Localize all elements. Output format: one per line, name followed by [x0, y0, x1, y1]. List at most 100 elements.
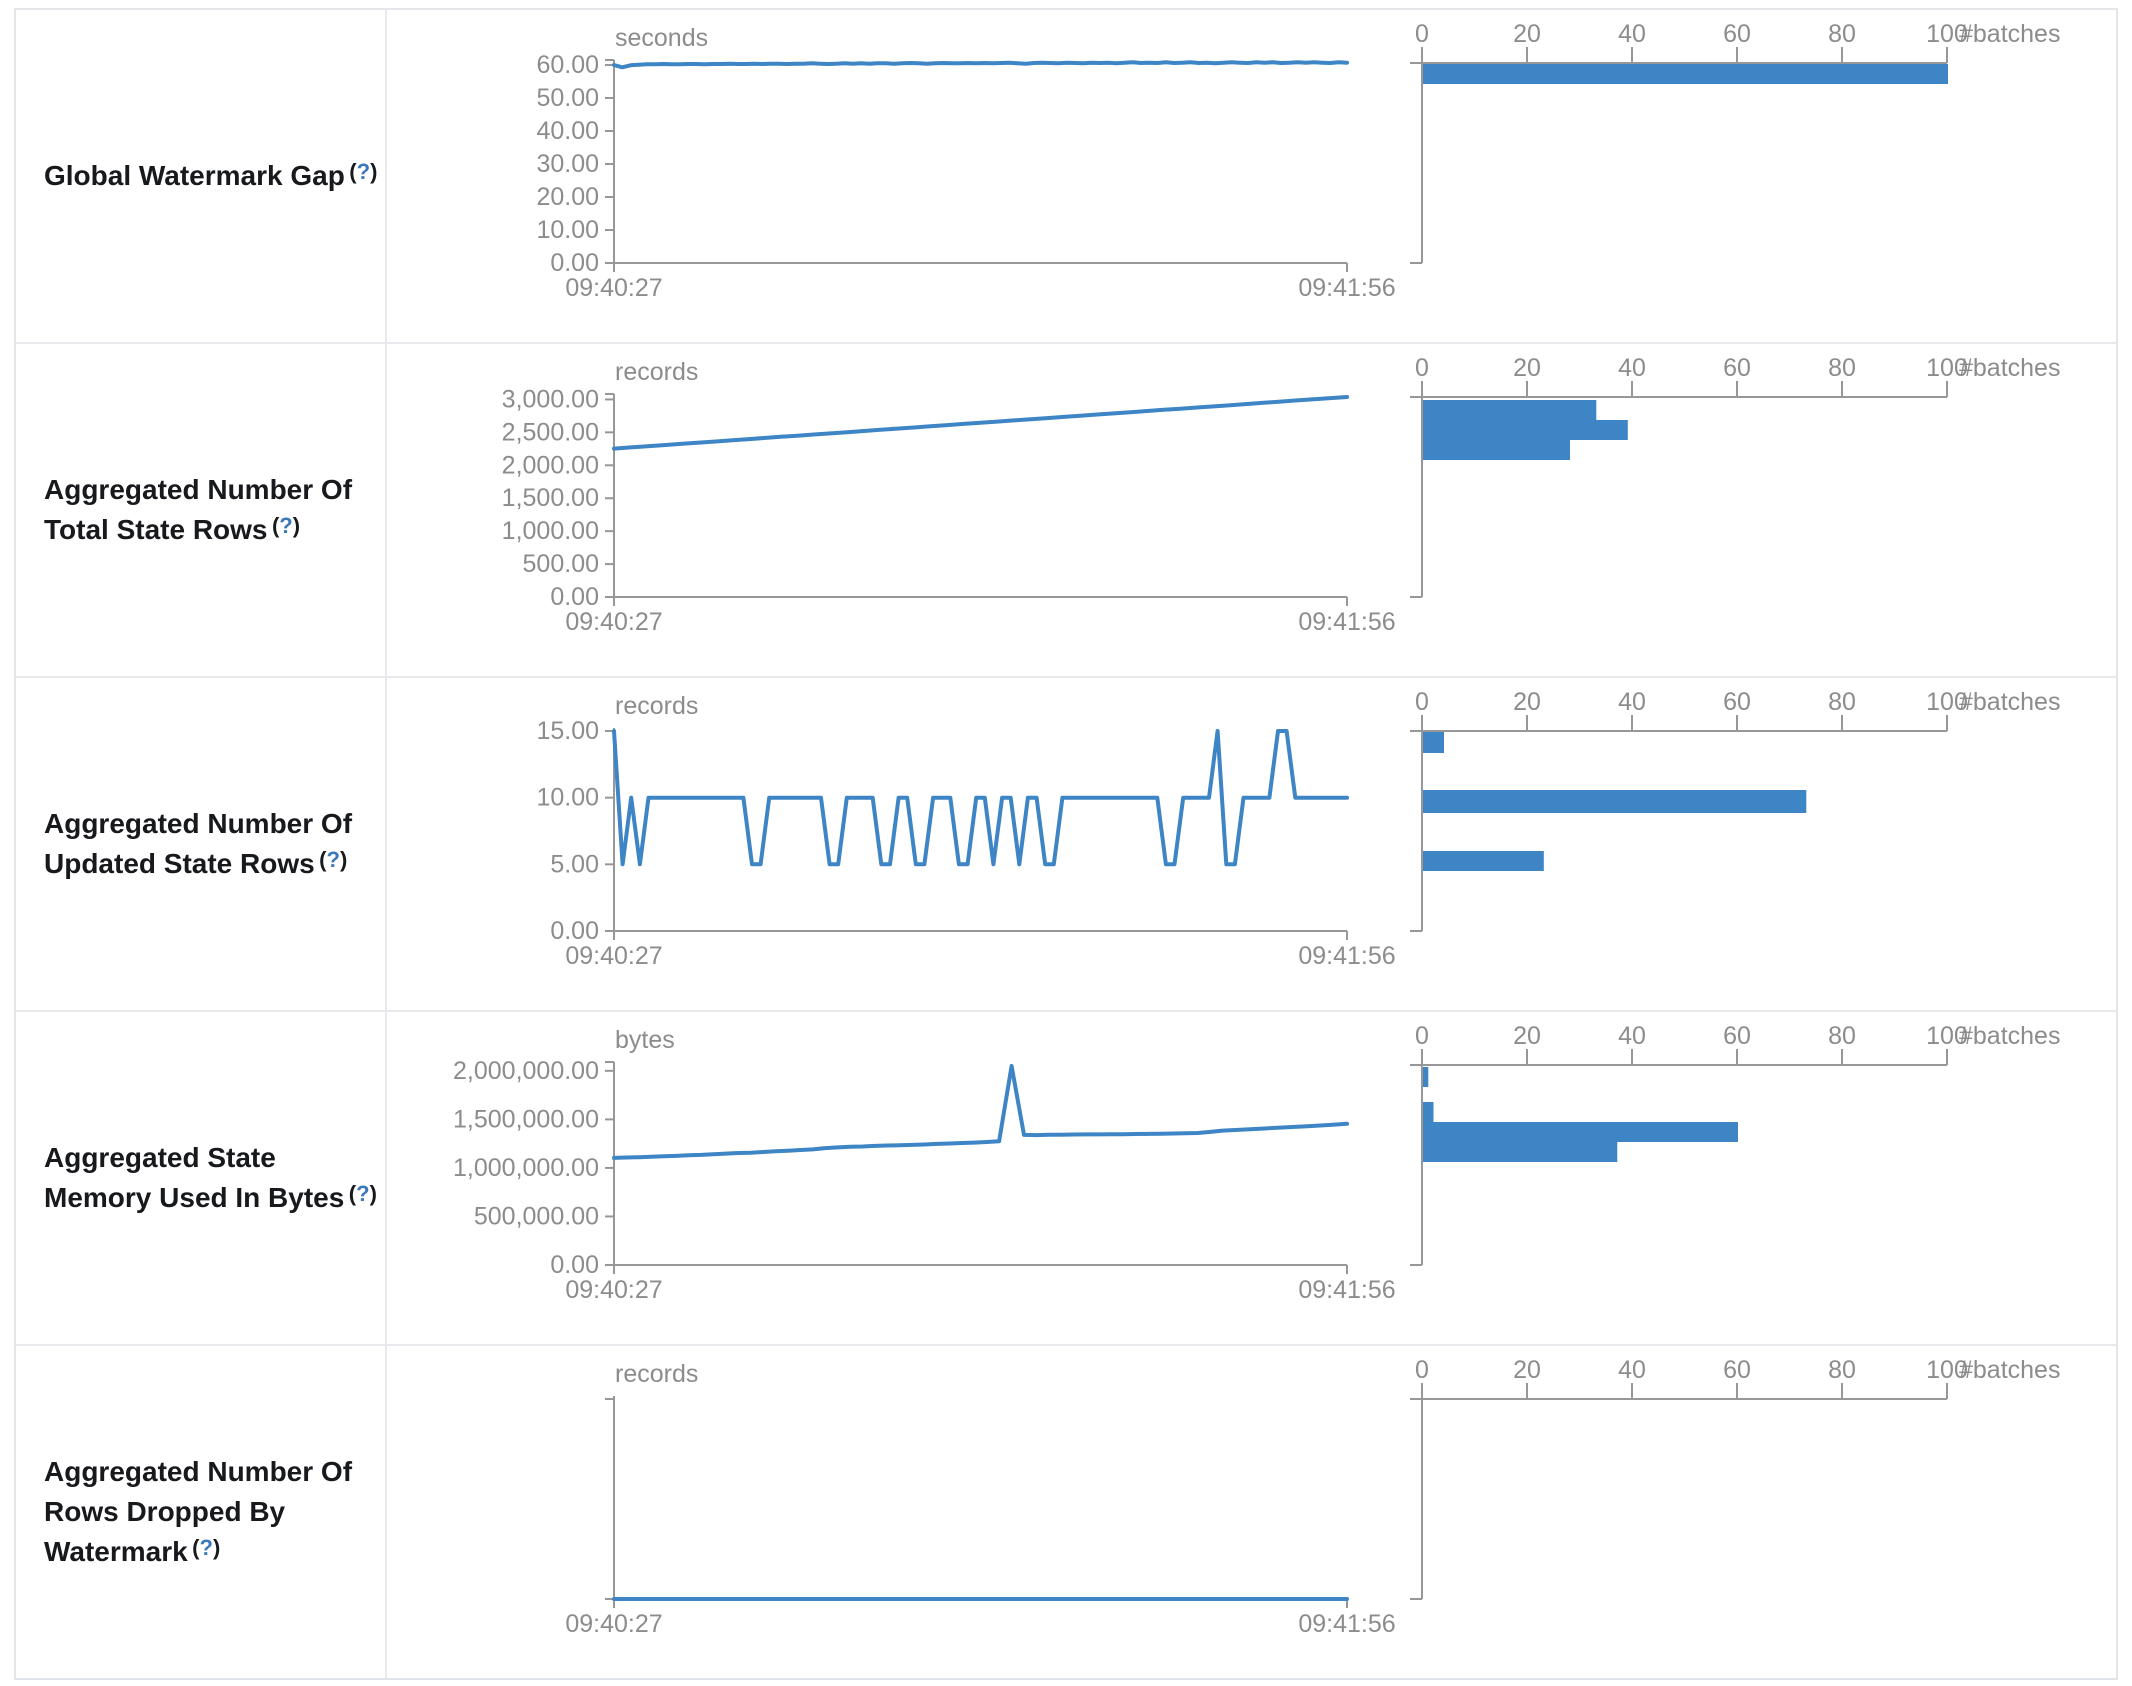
histogram-tick-label: 0 [1415, 1022, 1429, 1050]
unit-label: records [615, 358, 698, 386]
histogram-tick-label: 80 [1828, 354, 1856, 382]
y-tick-label: 30.00 [536, 150, 599, 178]
y-tick-label: 0.00 [550, 917, 599, 945]
timeline-chart: records 3,000.00 2,500.00 2,000.00 1,500.00 1… [502, 358, 1396, 636]
y-tick-label: 5.00 [550, 850, 599, 878]
unit-label: records [615, 692, 698, 720]
x-start-label: 09:40:27 [565, 942, 662, 970]
histogram-tick-label: 60 [1723, 1022, 1751, 1050]
batch-histogram: 0 20 40 60 80 100#batches [1410, 20, 2060, 264]
metric-line-series [612, 60, 1349, 70]
help-tooltip-link[interactable]: (?) [192, 1535, 221, 1560]
unit-label: bytes [615, 1026, 675, 1054]
x-end-label: 09:41:56 [1298, 942, 1395, 970]
histogram-bar [1423, 790, 1807, 813]
histogram-bar [1423, 1067, 1429, 1087]
histogram-tick-label: 60 [1723, 688, 1751, 716]
histogram-tick-label: 80 [1828, 1356, 1856, 1384]
y-tick-label: 2,500.00 [502, 418, 599, 446]
metric-charts-cell: records 15.00 10.00 5.00 0.00 09:40:27 09:41:5… [387, 678, 2120, 1010]
y-tick-label: 10.00 [536, 784, 599, 812]
histogram-tick-label: 20 [1513, 354, 1541, 382]
y-tick-label: 0.00 [550, 1251, 599, 1279]
histogram-tick-label: 0 [1415, 354, 1429, 382]
x-end-label: 09:41:56 [1298, 1276, 1395, 1304]
y-tick-label: 60.00 [536, 51, 599, 79]
y-tick-label: 0.00 [550, 249, 599, 277]
metric-charts-svg: seconds 60.00 50.00 40.00 30.00 20.00 10.00 0.0… [536, 20, 2060, 302]
histogram-unit-label: #batches [1959, 354, 2060, 382]
y-tick-label: 1,500,000.00 [453, 1105, 599, 1133]
y-tick-label: 500,000.00 [474, 1202, 599, 1230]
histogram-bar [1423, 732, 1444, 753]
histogram-bar [1423, 1122, 1738, 1142]
histogram-tick-label: 40 [1618, 20, 1646, 48]
metric-line-series [612, 1064, 1349, 1160]
histogram-tick-label: 0 [1415, 20, 1429, 48]
histogram-tick-label: 40 [1618, 688, 1646, 716]
histogram-bar [1423, 420, 1628, 440]
histogram-bar [1423, 400, 1597, 420]
streaming-metrics-table: Global Watermark Gap (?) seconds 60.00 50.… [14, 8, 2118, 1680]
metric-charts-cell: seconds 60.00 50.00 40.00 30.00 20.00 10.00 0.0… [387, 10, 2120, 342]
y-tick-label: 20.00 [536, 183, 599, 211]
y-tick-label: 2,000.00 [502, 451, 599, 479]
histogram-tick-label: 20 [1513, 1356, 1541, 1384]
help-tooltip-link[interactable]: (?) [348, 1181, 377, 1206]
y-tick-label: 1,000.00 [502, 517, 599, 545]
y-tick-label: 10.00 [536, 216, 599, 244]
help-tooltip-link[interactable]: (?) [349, 159, 378, 184]
metric-charts-svg: records 3,000.00 2,500.00 2,000.00 1,500.00 1… [502, 354, 2061, 636]
metric-label-cell: Aggregated State Memory Used In Bytes (?… [16, 1012, 387, 1344]
histogram-unit-label: #batches [1959, 20, 2060, 48]
help-tooltip-link[interactable]: (?) [319, 847, 348, 872]
histogram-tick-label: 20 [1513, 688, 1541, 716]
histogram-tick-label: 100 [1926, 688, 1968, 716]
x-end-label: 09:41:56 [1298, 274, 1395, 302]
histogram-tick-label: 100 [1926, 20, 1968, 48]
metric-row: Aggregated Number Of Total State Rows (?… [16, 344, 2116, 678]
histogram-tick-label: 20 [1513, 1022, 1541, 1050]
batch-histogram: 0 20 40 60 80 100#batches [1410, 354, 2060, 598]
histogram-tick-label: 0 [1415, 688, 1429, 716]
histogram-bar [1423, 1102, 1434, 1122]
question-mark-icon: ? [199, 1535, 213, 1560]
histogram-tick-label: 0 [1415, 1356, 1429, 1384]
metric-label: Aggregated Number Of Total State Rows [44, 474, 353, 545]
histogram-tick-label: 60 [1723, 20, 1751, 48]
metric-row: Aggregated Number Of Updated State Rows … [16, 678, 2116, 1012]
unit-label: records [615, 1360, 698, 1388]
metric-label-cell: Global Watermark Gap (?) [16, 10, 387, 342]
metric-label: Global Watermark Gap [44, 160, 345, 191]
unit-label: seconds [615, 24, 708, 52]
x-start-label: 09:40:27 [565, 1276, 662, 1304]
histogram-bar [1423, 851, 1544, 871]
metric-charts-cell: bytes 2,000,000.00 1,500,000.00 1,000,000.0… [387, 1012, 2120, 1344]
x-start-label: 09:40:27 [565, 608, 662, 636]
histogram-tick-label: 80 [1828, 20, 1856, 48]
timeline-chart: seconds 60.00 50.00 40.00 30.00 20.00 10.00 0.0… [536, 24, 1395, 302]
y-tick-label: 15.00 [536, 717, 599, 745]
metric-label: Aggregated Number Of Updated State Rows [44, 808, 353, 879]
y-tick-label: 50.00 [536, 84, 599, 112]
metric-row: Aggregated State Memory Used In Bytes (?… [16, 1012, 2116, 1346]
timeline-chart: bytes 2,000,000.00 1,500,000.00 1,000,000.0… [453, 1026, 1396, 1304]
help-tooltip-link[interactable]: (?) [271, 513, 301, 538]
question-mark-icon: ? [326, 847, 340, 872]
histogram-tick-label: 60 [1723, 354, 1751, 382]
y-tick-label: 3,000.00 [502, 385, 599, 413]
metric-row: Global Watermark Gap (?) seconds 60.00 50.… [16, 10, 2116, 344]
x-start-label: 09:40:27 [565, 274, 662, 302]
metric-line-series [612, 395, 1349, 451]
histogram-tick-label: 20 [1513, 20, 1541, 48]
y-tick-label: 1,000,000.00 [453, 1154, 599, 1182]
histogram-tick-label: 60 [1723, 1356, 1751, 1384]
histogram-bar [1423, 1142, 1618, 1162]
batch-histogram: 0 20 40 60 80 100#batches [1410, 688, 2060, 932]
y-tick-label: 1,500.00 [502, 484, 599, 512]
batch-histogram: 0 20 40 60 80 100#batches [1410, 1022, 2060, 1266]
histogram-bar [1423, 440, 1570, 460]
y-tick-label: 0.00 [550, 583, 599, 611]
histogram-tick-label: 40 [1618, 1022, 1646, 1050]
